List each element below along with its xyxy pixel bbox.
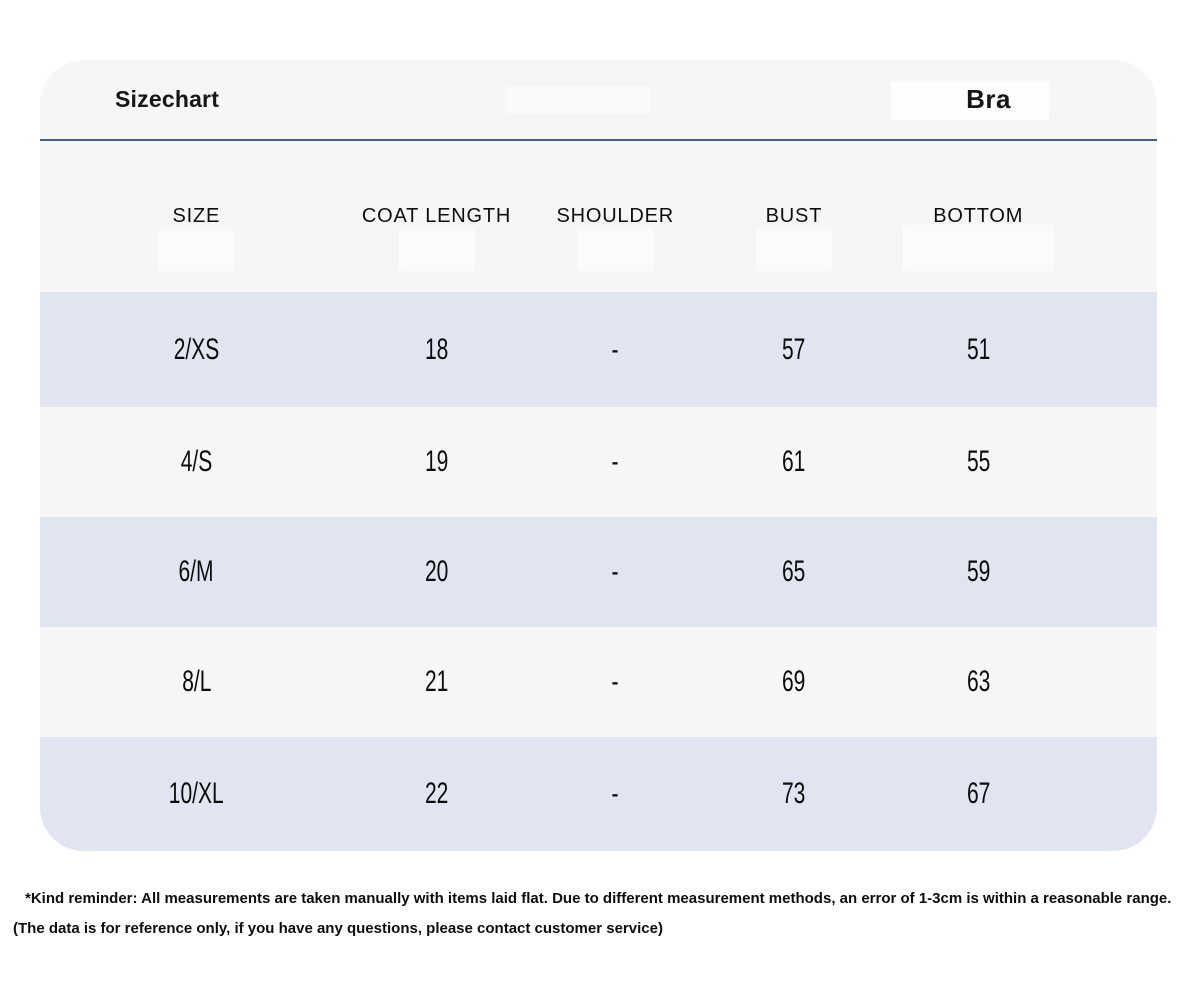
cell-size: 10/XL: [168, 777, 224, 810]
reference-note-text: (The data is for reference only, if you …: [13, 920, 663, 937]
table-row-10xl: 10/XL 22 - 73 67: [40, 737, 1157, 851]
column-header-spacer: [1079, 141, 1157, 292]
garment-category-label: Bra: [966, 84, 1011, 114]
column-header-label: BOTTOM: [933, 205, 1024, 227]
column-header-bust: BUST: [710, 141, 878, 292]
cell-coat-length: 20: [424, 555, 449, 588]
cell-size: 6/M: [178, 555, 214, 588]
card-header: Sizechart Bra: [40, 60, 1157, 141]
cell-size: 4/S: [180, 445, 213, 478]
translation-artifact-patch: [903, 225, 1054, 271]
translation-artifact-patch: [577, 229, 654, 271]
cell-coat-length: 21: [424, 665, 449, 698]
translation-artifact-patch: [891, 82, 1049, 120]
cell-size: 8/L: [181, 665, 211, 698]
column-header-label: SHOULDER: [556, 205, 674, 227]
cell-shoulder: -: [611, 555, 619, 588]
cell-spacer: [1079, 737, 1157, 851]
sizechart-card: Sizechart Bra SIZE COAT LENGTH SHOULDER …: [40, 60, 1157, 851]
page-title: Sizechart: [115, 86, 220, 112]
column-header-label: BUST: [765, 205, 823, 227]
column-header-bottom: BOTTOM: [878, 141, 1079, 292]
cell-spacer: [1079, 407, 1157, 517]
cell-shoulder: -: [611, 665, 619, 698]
cell-coat-length: 22: [424, 777, 449, 810]
cell-bottom: 51: [966, 332, 990, 366]
column-header-size: SIZE: [40, 141, 353, 292]
column-header-label: COAT LENGTH: [361, 205, 512, 227]
column-header-label: SIZE: [172, 205, 221, 227]
table-row-4s: 4/S 19 - 61 55: [40, 407, 1157, 517]
translation-artifact-patch: [398, 229, 475, 271]
cell-bust: 69: [782, 665, 806, 698]
cell-shoulder: -: [611, 332, 619, 366]
cell-coat-length: 18: [424, 332, 449, 366]
cell-bust: 61: [782, 445, 806, 478]
reminder-text: *Kind reminder: All measurements are tak…: [25, 890, 1172, 907]
cell-coat-length: 19: [424, 445, 449, 478]
translation-artifact-patch: [505, 86, 650, 114]
cell-spacer: [1079, 292, 1157, 407]
cell-shoulder: -: [611, 445, 619, 478]
table-header-row: SIZE COAT LENGTH SHOULDER BUST BOTTOM: [40, 141, 1157, 292]
cell-bottom: 67: [966, 777, 990, 810]
table-row-8l: 8/L 21 - 69 63: [40, 627, 1157, 737]
cell-bottom: 55: [966, 445, 990, 478]
cell-spacer: [1079, 517, 1157, 627]
cell-bottom: 63: [966, 665, 990, 698]
table-row-6m: 6/M 20 - 65 59: [40, 517, 1157, 627]
column-header-coat-length: COAT LENGTH: [353, 141, 521, 292]
cell-bust: 73: [782, 777, 806, 810]
kind-reminder-footer: *Kind reminder: All measurements are tak…: [0, 884, 1200, 944]
cell-size: 2/XS: [173, 332, 220, 366]
cell-spacer: [1079, 627, 1157, 737]
cell-bottom: 59: [966, 555, 990, 588]
translation-artifact-patch: [755, 229, 832, 271]
cell-bust: 57: [782, 332, 806, 366]
cell-shoulder: -: [611, 777, 619, 810]
cell-bust: 65: [782, 555, 806, 588]
column-header-shoulder: SHOULDER: [520, 141, 710, 292]
translation-artifact-patch: [158, 229, 235, 271]
table-row-2xs: 2/XS 18 - 57 51: [40, 292, 1157, 407]
